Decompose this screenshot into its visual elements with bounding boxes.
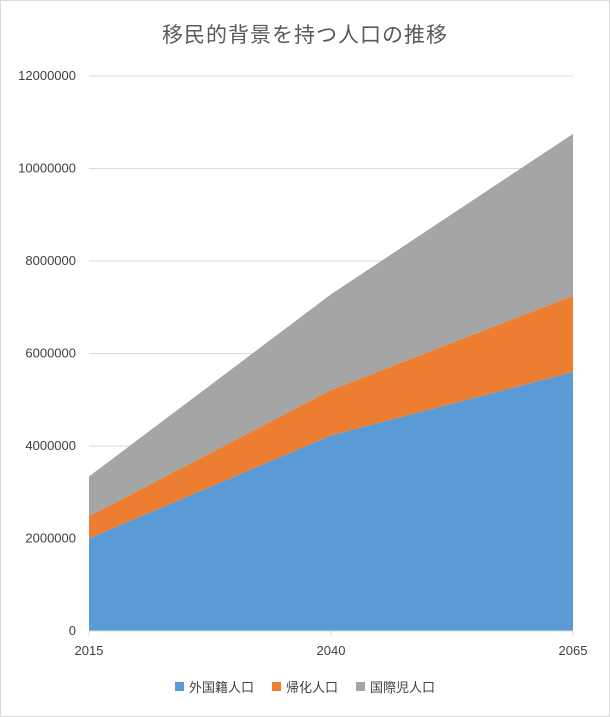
y-tick-label-3: 6000000	[25, 346, 76, 361]
x-tick-label-2065: 2065	[559, 643, 588, 658]
area-series-0	[89, 372, 573, 631]
legend-item-international-children: 国際児人口	[356, 677, 435, 696]
x-tick-label-2015: 2015	[75, 643, 104, 658]
chart-title: 移民的背景を持つ人口の推移	[162, 23, 448, 47]
legend-item-foreign: 外国籍人口	[174, 677, 254, 696]
x-tick-label-2040: 2040	[317, 643, 346, 658]
y-tick-label-5: 10000000	[18, 161, 76, 176]
y-tick-label-6: 12000000	[18, 68, 76, 83]
axes: 0 2000000 4000000 6000000 8000000 10000000 120…	[18, 68, 587, 658]
legend-label-foreign: 外国籍人口	[188, 681, 254, 696]
legend-swatch-foreign	[174, 682, 184, 691]
y-tick-label-2: 4000000	[25, 438, 76, 453]
legend-item-naturalized: 帰化人口	[271, 677, 338, 696]
legend: 外国籍人口 帰化人口 国際児人口	[1, 677, 609, 696]
area-series-2	[89, 133, 573, 517]
legend-swatch-naturalized	[271, 682, 281, 691]
legend-label-international-children: 国際児人口	[370, 681, 436, 696]
legend-swatch-international-children	[356, 682, 365, 691]
y-tick-label-0: 0	[69, 623, 76, 638]
stacked-areas	[89, 133, 573, 631]
area-series-1	[89, 295, 573, 539]
y-tick-label-1: 2000000	[25, 531, 76, 546]
y-tick-label-4: 8000000	[25, 253, 76, 268]
legend-label-naturalized: 帰化人口	[285, 681, 338, 696]
